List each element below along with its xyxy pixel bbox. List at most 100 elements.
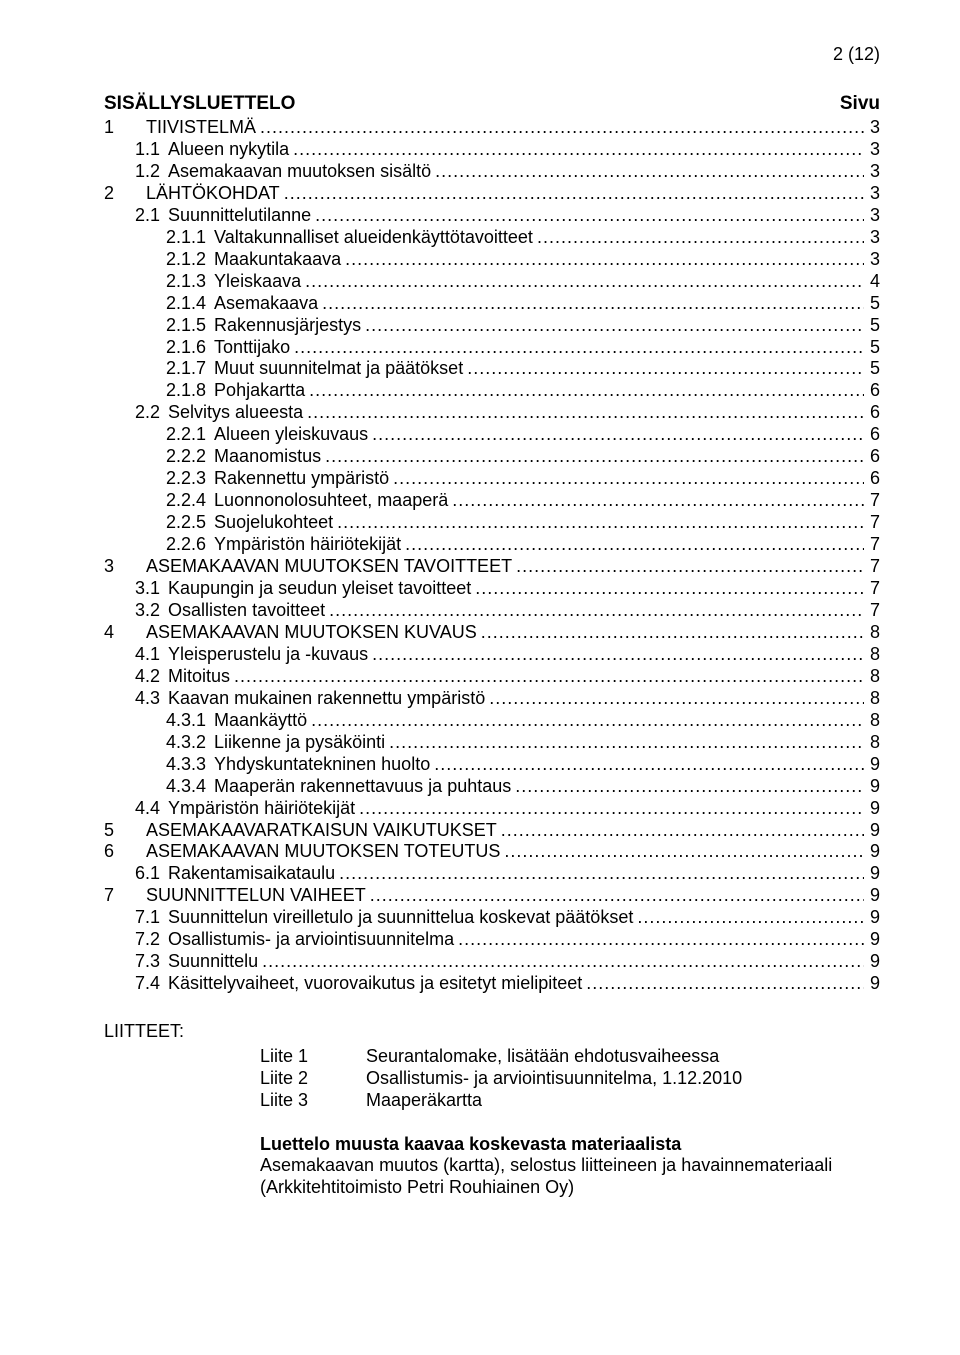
- toc-leader: ........................................…: [467, 358, 864, 380]
- toc-entry-number: 1.1: [135, 139, 168, 161]
- toc-leader: ........................................…: [262, 951, 864, 973]
- material-heading: Luettelo muusta kaavaa koskevasta materi…: [260, 1134, 880, 1155]
- toc-leader: ........................................…: [501, 820, 864, 842]
- toc-entry-number: 7: [104, 885, 146, 907]
- toc-entry-number: 2.1: [135, 205, 168, 227]
- toc-entry: 4.3Kaavan mukainen rakennettu ympäristö.…: [104, 688, 880, 710]
- toc-entry-page: 9: [864, 820, 880, 842]
- toc-entry-number: 3: [104, 556, 146, 578]
- toc-entry-number: 2.1.8: [166, 380, 214, 402]
- toc-entry: 2.1.6Tonttijako.........................…: [104, 337, 880, 359]
- toc-leader: ........................................…: [458, 929, 864, 951]
- toc-entry-text: Tonttijako: [214, 337, 294, 359]
- toc-entry-page: 9: [864, 929, 880, 951]
- toc-entry-text: Rakentamisaikataulu: [168, 863, 339, 885]
- toc-entry-number: 2: [104, 183, 146, 205]
- toc-entry: 4.3.2Liikenne ja pysäköinti.............…: [104, 732, 880, 754]
- toc-entry-number: 2.2.2: [166, 446, 214, 468]
- document-page: 2 (12) SISÄLLYSLUETTELO Sivu 1TIIVISTELM…: [0, 0, 960, 1259]
- toc-entry-page: 7: [864, 600, 880, 622]
- toc-entry-page: 9: [864, 841, 880, 863]
- toc-leader: ........................................…: [515, 776, 864, 798]
- appendix-item: Liite 2Osallistumis- ja arviointisuunnit…: [260, 1068, 880, 1090]
- toc-leader: ........................................…: [489, 688, 864, 710]
- toc-entry: 4.3.4Maaperän rakennettavuus ja puhtaus.…: [104, 776, 880, 798]
- toc-entry-text: Selvitys alueesta: [168, 402, 307, 424]
- toc-entry-number: 2.1.6: [166, 337, 214, 359]
- toc-entry-text: TIIVISTELMÄ: [146, 117, 260, 139]
- appendix-list: Liite 1Seurantalomake, lisätään ehdotusv…: [104, 1046, 880, 1112]
- toc-leader: ........................................…: [337, 512, 864, 534]
- toc-entry-text: ASEMAKAAVARATKAISUN VAIKUTUKSET: [146, 820, 501, 842]
- toc-entry-number: 2.1.3: [166, 271, 214, 293]
- toc-entry: 2.2.5Suojelukohteet.....................…: [104, 512, 880, 534]
- toc-leader: ........................................…: [516, 556, 864, 578]
- toc-page-column-header: Sivu: [840, 93, 880, 115]
- toc-entry-page: 9: [864, 885, 880, 907]
- toc-entry-text: Suojelukohteet: [214, 512, 337, 534]
- toc-entry: 7.4Käsittelyvaiheet, vuorovaikutus ja es…: [104, 973, 880, 995]
- toc-entry-text: Asemakaava: [214, 293, 322, 315]
- appendix-text: Maaperäkartta: [366, 1090, 482, 1112]
- toc-title: SISÄLLYSLUETTELO: [104, 93, 295, 115]
- toc-entry-text: Maaperän rakennettavuus ja puhtaus: [214, 776, 515, 798]
- toc-entry: 2.1.5Rakennusjärjestys..................…: [104, 315, 880, 337]
- toc-entry-number: 3.1: [135, 578, 168, 600]
- toc-entry-text: Kaavan mukainen rakennettu ympäristö: [168, 688, 489, 710]
- toc-leader: ........................................…: [339, 863, 864, 885]
- toc-entry-text: Rakennusjärjestys: [214, 315, 365, 337]
- toc-entry-number: 2.1.4: [166, 293, 214, 315]
- toc-leader: ........................................…: [475, 578, 864, 600]
- toc-entry: 3.2Osallisten tavoitteet................…: [104, 600, 880, 622]
- toc-leader: ........................................…: [637, 907, 864, 929]
- toc-entry-text: LÄHTÖKOHDAT: [146, 183, 284, 205]
- toc-entry-text: Ympäristön häiriötekijät: [168, 798, 359, 820]
- toc-entry-text: Asemakaavan muutoksen sisältö: [168, 161, 435, 183]
- toc-entry-number: 7.3: [135, 951, 168, 973]
- toc-entry: 2.1.8Pohjakartta........................…: [104, 380, 880, 402]
- material-section: Luettelo muusta kaavaa koskevasta materi…: [104, 1134, 880, 1199]
- toc-entry-page: 3: [864, 161, 880, 183]
- toc-entry-page: 7: [864, 490, 880, 512]
- toc-entry-page: 3: [864, 139, 880, 161]
- appendix-key: Liite 1: [260, 1046, 366, 1068]
- toc-leader: ........................................…: [311, 710, 864, 732]
- toc-leader: ........................................…: [372, 644, 864, 666]
- toc-entry-text: Maankäyttö: [214, 710, 311, 732]
- appendix-item: Liite 1Seurantalomake, lisätään ehdotusv…: [260, 1046, 880, 1068]
- toc-entry-number: 6: [104, 841, 146, 863]
- toc-entry-number: 5: [104, 820, 146, 842]
- toc-leader: ........................................…: [260, 117, 864, 139]
- toc-entry-number: 4.2: [135, 666, 168, 688]
- toc-entry-number: 2.1.2: [166, 249, 214, 271]
- toc-leader: ........................................…: [370, 885, 864, 907]
- table-of-contents: 1TIIVISTELMÄ............................…: [104, 117, 880, 995]
- toc-leader: ........................................…: [359, 798, 864, 820]
- toc-entry: 2.2.6Ympäristön häiriötekijät...........…: [104, 534, 880, 556]
- toc-entry: 7.1Suunnittelun vireilletulo ja suunnitt…: [104, 907, 880, 929]
- toc-leader: ........................................…: [307, 402, 864, 424]
- toc-entry-page: 5: [864, 358, 880, 380]
- toc-entry-page: 8: [864, 732, 880, 754]
- toc-entry-text: Maakuntakaava: [214, 249, 345, 271]
- toc-entry: 4.4Ympäristön häiriötekijät.............…: [104, 798, 880, 820]
- toc-entry-page: 7: [864, 534, 880, 556]
- toc-entry-number: 2.2.5: [166, 512, 214, 534]
- toc-entry: 2.2.4Luonnonolosuhteet, maaperä.........…: [104, 490, 880, 512]
- toc-entry: 2.1.4Asemakaava.........................…: [104, 293, 880, 315]
- toc-entry: 4ASEMAKAAVAN MUUTOKSEN KUVAUS...........…: [104, 622, 880, 644]
- toc-entry-text: Yhdyskuntatekninen huolto: [214, 754, 434, 776]
- toc-entry: 7.2Osallistumis- ja arviointisuunnitelma…: [104, 929, 880, 951]
- toc-entry-number: 4.3.4: [166, 776, 214, 798]
- toc-entry-page: 7: [864, 578, 880, 600]
- toc-entry: 2.2.1Alueen yleiskuvaus.................…: [104, 424, 880, 446]
- appendix-key: Liite 2: [260, 1068, 366, 1090]
- toc-entry-text: Valtakunnalliset alueidenkäyttötavoittee…: [214, 227, 537, 249]
- toc-entry: 2LÄHTÖKOHDAT............................…: [104, 183, 880, 205]
- toc-leader: ........................................…: [365, 315, 864, 337]
- toc-leader: ........................................…: [389, 732, 864, 754]
- toc-entry-text: ASEMAKAAVAN MUUTOKSEN KUVAUS: [146, 622, 481, 644]
- toc-entry-text: Suunnittelun vireilletulo ja suunnittelu…: [168, 907, 637, 929]
- toc-entry-page: 9: [864, 754, 880, 776]
- page-number: 2 (12): [104, 44, 880, 65]
